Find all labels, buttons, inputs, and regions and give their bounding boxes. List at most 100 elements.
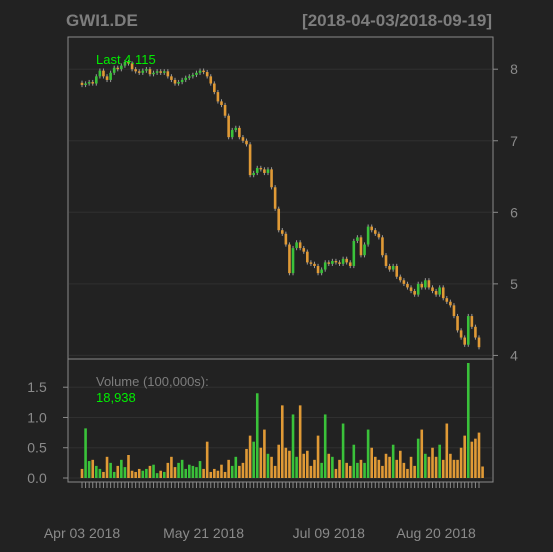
volume-bar: [173, 467, 177, 478]
candle-body: [345, 258, 348, 263]
candle-body: [112, 67, 116, 73]
volume-bar: [198, 461, 202, 478]
candle-body: [170, 76, 173, 80]
candle-body: [427, 280, 431, 288]
volume-bar: [166, 462, 170, 478]
candle-body: [162, 71, 166, 73]
x-axis-label: Aug 20 2018: [396, 525, 476, 541]
volume-tick-label: 1.0: [27, 409, 47, 425]
candle-body: [245, 140, 248, 145]
price-axis: 8 7 6 5 4: [493, 61, 518, 363]
candle-body: [213, 83, 216, 93]
candle-body: [384, 255, 388, 266]
candle-body: [134, 69, 137, 72]
candle-body: [248, 144, 252, 176]
candle-body: [184, 77, 188, 80]
volume-last-value: 18,938: [96, 390, 136, 405]
candle-body: [148, 69, 152, 75]
volume-bar: [227, 459, 230, 478]
candle-body: [98, 70, 102, 77]
volume-bar: [109, 462, 112, 478]
volume-bar: [162, 471, 166, 478]
candle-body: [95, 76, 98, 84]
candle-body: [280, 230, 284, 234]
volume-label: Volume (100,000s):: [96, 374, 209, 389]
candle-body: [456, 316, 459, 331]
volume-bar: [277, 444, 281, 478]
candle-body: [263, 169, 266, 173]
volume-bar: [102, 471, 105, 478]
volume-bar: [80, 468, 84, 478]
volume-bar: [424, 453, 427, 478]
volume-bar: [220, 464, 223, 478]
candle-body: [202, 70, 205, 73]
candle-body: [87, 82, 91, 84]
x-axis-label: May 21 2018: [163, 525, 244, 541]
volume-bar: [306, 450, 309, 478]
volume-bar: [120, 459, 123, 478]
volume-bar: [209, 471, 213, 478]
volume-tick-label: 0.5: [27, 440, 47, 456]
candle-body: [449, 301, 452, 306]
volume-bar: [338, 459, 341, 478]
volume-bar: [420, 429, 424, 478]
candle-body: [238, 127, 241, 138]
volume-bar: [381, 465, 384, 478]
volume-bar: [270, 456, 273, 478]
volume-bar: [323, 414, 327, 478]
volume-bar: [331, 456, 334, 478]
volume-bar: [259, 447, 263, 478]
candle-body: [424, 280, 427, 288]
volume-bar: [474, 438, 477, 478]
x-axis-label: Jul 09 2018: [293, 525, 366, 541]
candle-body: [298, 242, 302, 249]
candle-body: [291, 248, 295, 274]
volume-bar: [234, 456, 238, 478]
candle-body: [273, 187, 277, 209]
volume-bar: [359, 459, 363, 478]
volume-bar: [352, 444, 356, 478]
candle-body: [452, 305, 456, 317]
candle-body: [331, 260, 334, 264]
price-tick-label: 5: [510, 276, 518, 292]
volume-bar: [320, 462, 323, 478]
candle-body: [105, 76, 109, 80]
volume-bar: [413, 465, 416, 478]
candle-body: [123, 62, 127, 66]
candle-body: [284, 233, 288, 245]
volume-panel-frame: [67, 358, 494, 483]
volume-bar: [391, 444, 395, 478]
candle-body: [402, 280, 406, 284]
candle-body: [166, 71, 170, 77]
candle-body: [216, 92, 220, 102]
volume-bar: [295, 456, 298, 478]
volume-bar: [152, 464, 155, 478]
volume-bar: [141, 470, 145, 478]
volume-bar: [449, 453, 452, 478]
candle-body: [348, 262, 352, 266]
candle-body: [230, 130, 234, 138]
volume-bar: [187, 464, 191, 478]
candle-body: [470, 316, 474, 327]
volume-bar: [238, 465, 241, 478]
candle-body: [313, 263, 316, 266]
candle-body: [205, 72, 209, 77]
volume-bar: [377, 459, 381, 478]
candle-body: [180, 79, 184, 83]
candle-body: [223, 104, 227, 116]
volume-bar: [116, 465, 120, 478]
candle-body: [252, 172, 255, 176]
volume-bar: [245, 448, 248, 478]
last-price-annotation: Last 4.115: [96, 52, 156, 67]
volume-bar: [84, 428, 87, 478]
candle-body: [80, 82, 84, 85]
volume-bar: [284, 447, 288, 478]
volume-bar: [370, 447, 374, 478]
volume-bar: [313, 459, 316, 478]
candle-body: [152, 72, 155, 75]
candle-body: [198, 70, 202, 73]
candle-body: [270, 169, 273, 188]
candle-body: [241, 137, 245, 141]
candle-body: [302, 248, 306, 252]
